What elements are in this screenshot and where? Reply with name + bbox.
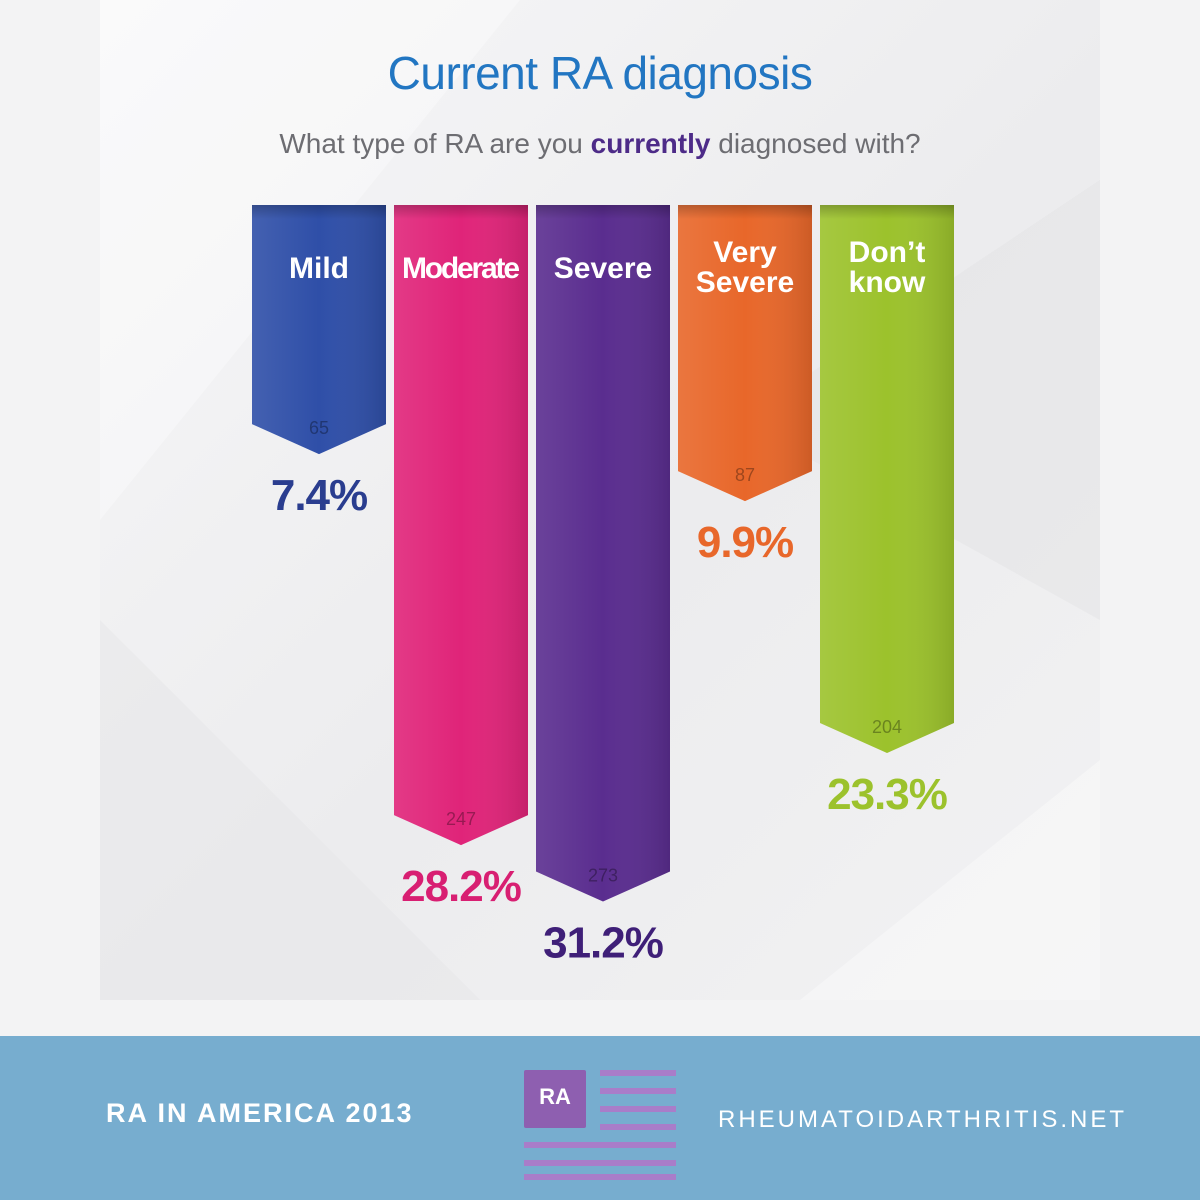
category-label-4-1: know bbox=[849, 266, 926, 299]
bar-shading-3 bbox=[678, 205, 812, 502]
logo-badge: RA bbox=[524, 1070, 586, 1128]
count-label-4: 204 bbox=[872, 717, 902, 737]
logo-text: RA bbox=[539, 1084, 571, 1109]
footer-site-name: RHEUMATOIDARTHRITIS.NET bbox=[718, 1106, 1128, 1133]
bar-chart: Mild 65 7.4% Moderate 247 28.2% Severe 273 31.2%… bbox=[252, 205, 954, 968]
percent-label-2: 31.2% bbox=[543, 919, 663, 968]
bar-top-shadow-0 bbox=[252, 205, 386, 219]
bar-shading-4 bbox=[820, 205, 954, 754]
bar-shading-2 bbox=[536, 205, 670, 902]
chart-title: Current RA diagnosis bbox=[387, 47, 813, 99]
footer-event-title: RA IN AMERICA 2013 bbox=[106, 1098, 414, 1128]
category-label-3-0: Very bbox=[713, 236, 777, 269]
percent-label-0: 7.4% bbox=[271, 471, 367, 520]
bar-top-shadow-2 bbox=[536, 205, 670, 219]
percent-label-1: 28.2% bbox=[401, 862, 521, 911]
bar-shading-1 bbox=[394, 205, 528, 846]
bar-top-shadow-1 bbox=[394, 205, 528, 219]
subtitle-text-end: diagnosed with? bbox=[710, 128, 921, 159]
count-label-3: 87 bbox=[735, 465, 755, 485]
subtitle-emphasis: currently bbox=[590, 128, 711, 159]
category-label-4-0: Don’t bbox=[849, 236, 926, 269]
count-label-2: 273 bbox=[588, 866, 618, 886]
category-label-3-1: Severe bbox=[696, 266, 794, 299]
category-label-2-0: Severe bbox=[554, 252, 652, 285]
percent-label-3: 9.9% bbox=[697, 518, 793, 567]
ra-logo: RA bbox=[524, 1070, 676, 1180]
count-label-1: 247 bbox=[446, 809, 476, 829]
chart-subtitle: What type of RA are you currently diagno… bbox=[0, 128, 1200, 160]
subtitle-text-start: What type of RA are you bbox=[279, 128, 591, 159]
footer-bar: RA IN AMERICA 2013 RA RHEUMATOIDARTHRITI… bbox=[0, 1036, 1200, 1200]
bar-shading-0 bbox=[252, 205, 386, 455]
bar-top-shadow-4 bbox=[820, 205, 954, 219]
category-label-0-0: Mild bbox=[289, 252, 349, 285]
category-label-1-0: Moderate bbox=[402, 252, 520, 285]
count-label-0: 65 bbox=[309, 418, 329, 438]
percent-label-4: 23.3% bbox=[827, 770, 947, 819]
bar-top-shadow-3 bbox=[678, 205, 812, 219]
